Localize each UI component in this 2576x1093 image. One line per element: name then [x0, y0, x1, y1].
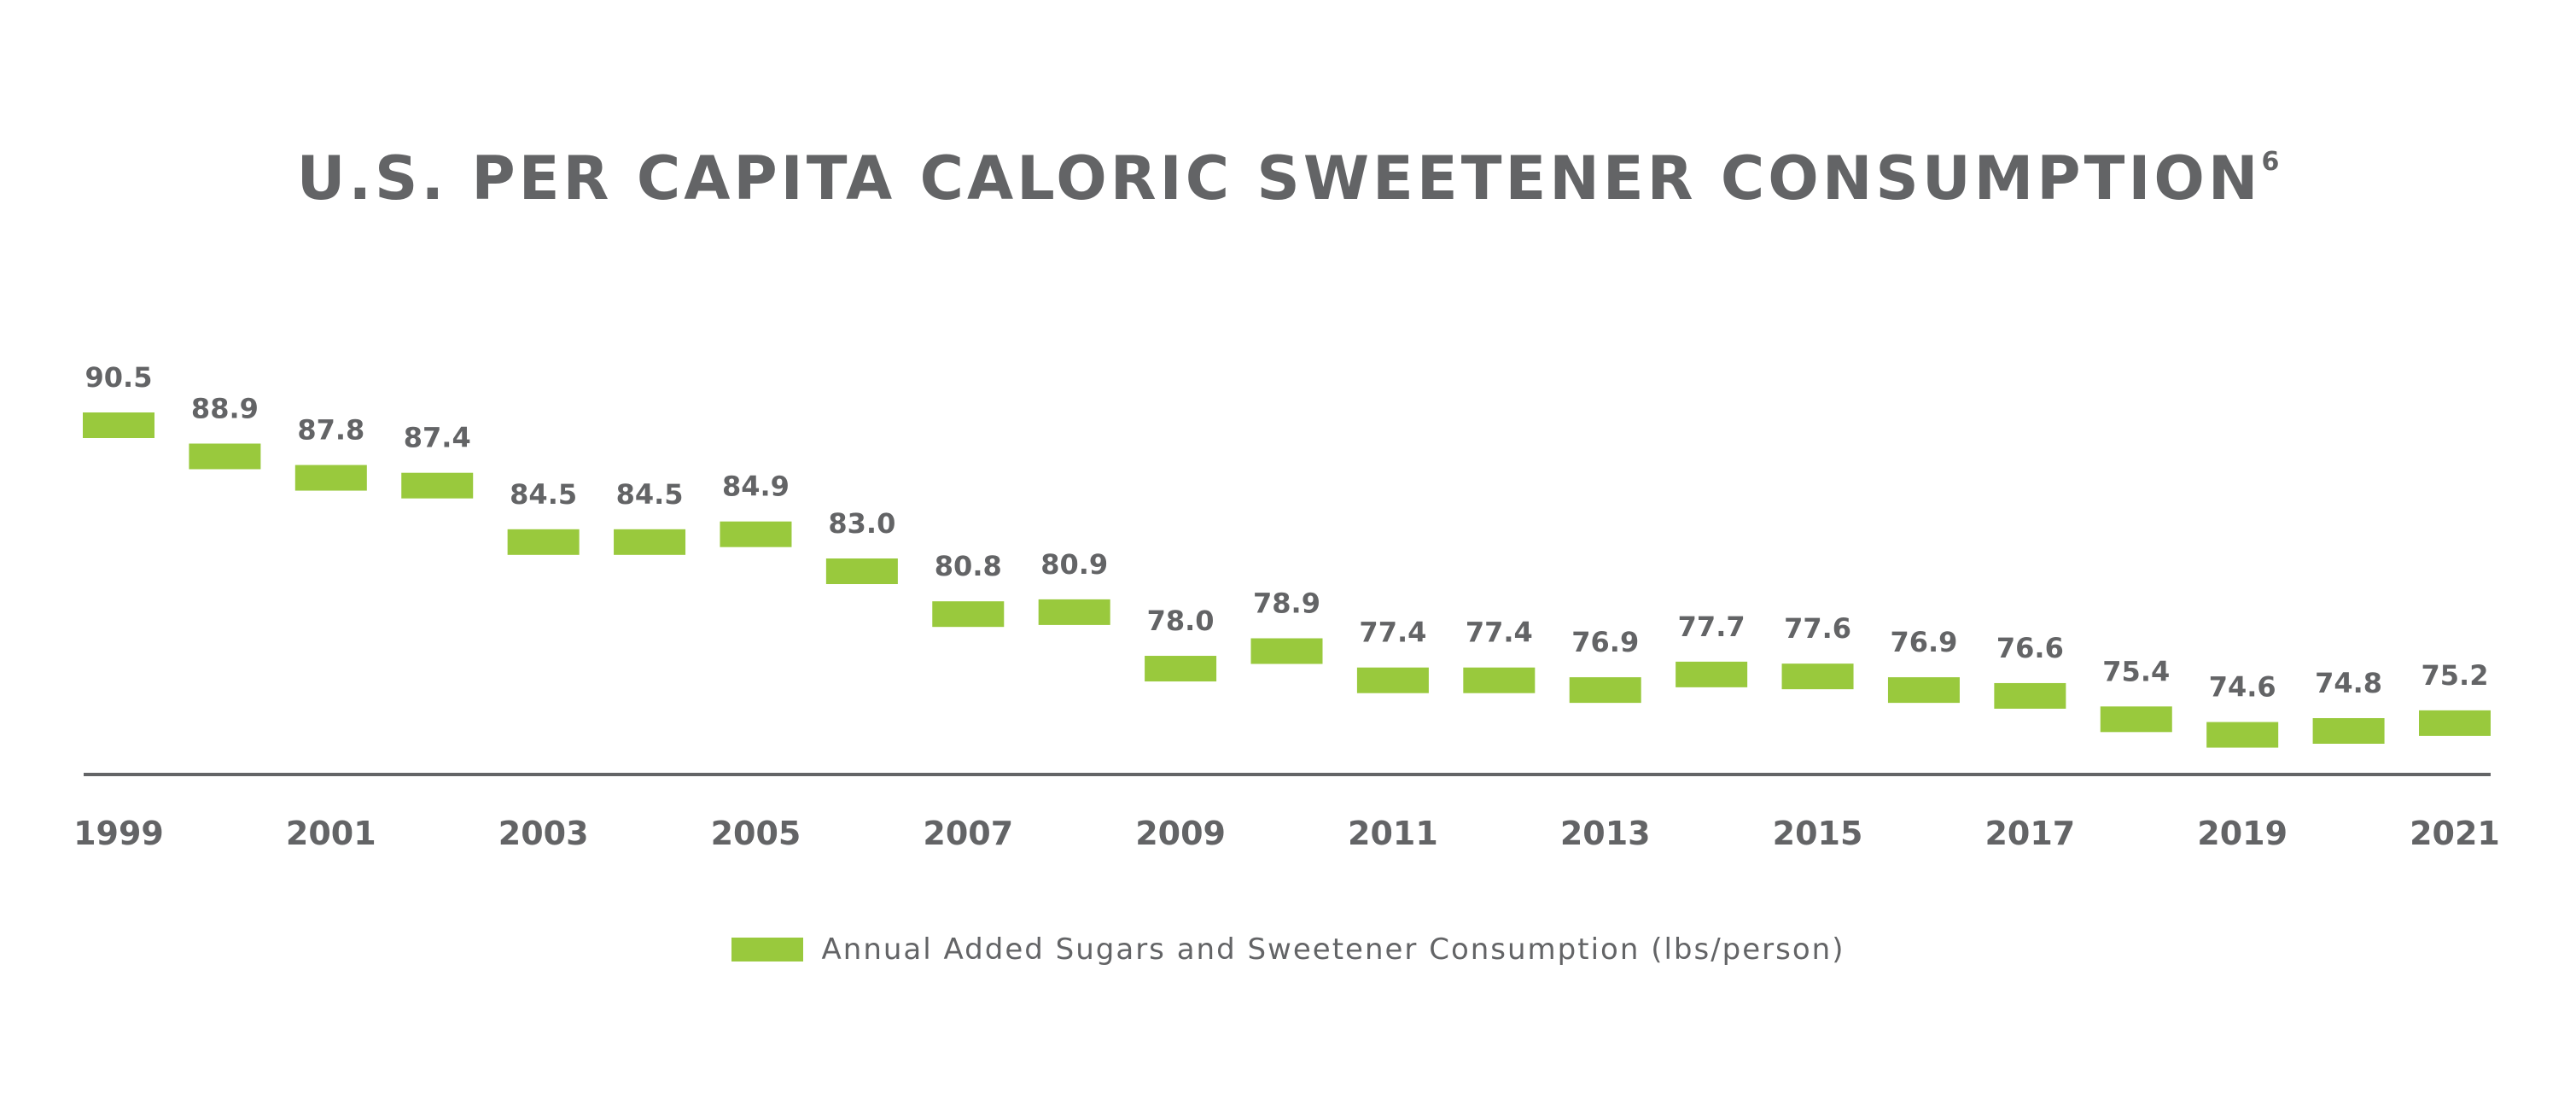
data-label-2017: 76.6 — [1996, 632, 2064, 664]
data-marker-2002 — [401, 472, 474, 499]
data-marker-1999 — [83, 412, 154, 438]
data-marker-2000 — [189, 443, 261, 470]
data-label-2018: 75.4 — [2102, 655, 2170, 687]
data-label-2016: 76.9 — [1890, 626, 1957, 658]
data-marker-2009 — [1145, 656, 1217, 682]
data-marker-2018 — [2100, 706, 2172, 733]
data-label-2007: 80.8 — [935, 550, 1002, 582]
data-label-2011: 77.4 — [1359, 617, 1426, 649]
x-tick-label-2005: 2005 — [711, 815, 801, 852]
data-label-2014: 77.7 — [1678, 611, 1746, 643]
data-marks: 90.5 88.9 87.8 87.4 84.5 84.5 84.9 83.0 80.8 80.9… — [83, 361, 2491, 748]
title-footnote-marker: 6 — [2261, 146, 2280, 177]
data-label-1999: 90.5 — [85, 361, 153, 394]
data-label-2015: 77.6 — [1784, 612, 1851, 645]
data-label-2013: 76.9 — [1571, 626, 1639, 658]
x-tick-label-2017: 2017 — [1984, 815, 2075, 852]
data-label-2003: 84.5 — [510, 478, 577, 511]
data-marker-2010 — [1250, 638, 1323, 664]
x-tick-label-1999: 1999 — [73, 815, 164, 852]
legend-label: Annual Added Sugars and Sweetener Consum… — [821, 932, 1845, 967]
data-marker-2001 — [294, 465, 367, 491]
data-label-2004: 84.5 — [616, 478, 684, 511]
data-marker-2021 — [2419, 710, 2491, 736]
data-label-2006: 83.0 — [828, 507, 895, 540]
data-marker-2011 — [1356, 667, 1429, 693]
x-tick-label-2001: 2001 — [286, 815, 376, 852]
legend-swatch — [731, 938, 803, 961]
x-axis-ticks: 1999 2001 2003 2005 2007 2009 2011 2013 2015 2017… — [73, 815, 2500, 852]
data-label-2002: 87.4 — [404, 422, 471, 454]
data-marker-2020 — [2312, 718, 2385, 744]
x-tick-label-2015: 2015 — [1773, 815, 1863, 852]
data-label-2019: 74.6 — [2209, 671, 2276, 704]
x-tick-label-2019: 2019 — [2197, 815, 2288, 852]
data-marker-2012 — [1463, 667, 1536, 693]
data-marker-2014 — [1676, 661, 1748, 687]
data-marker-2005 — [720, 521, 792, 547]
data-marker-2013 — [1569, 677, 1641, 704]
x-tick-label-2021: 2021 — [2410, 815, 2500, 852]
x-tick-label-2013: 2013 — [1560, 815, 1651, 852]
legend: Annual Added Sugars and Sweetener Consum… — [0, 932, 2576, 967]
chart-title-text: U.S. PER CAPITA CALORIC SWEETENER CONSUM… — [296, 143, 2262, 213]
data-label-2008: 80.9 — [1040, 548, 1108, 581]
x-tick-label-2011: 2011 — [1348, 815, 1438, 852]
data-label-2012: 77.4 — [1466, 617, 1533, 649]
data-marker-2007 — [932, 601, 1005, 628]
x-tick-label-2007: 2007 — [923, 815, 1013, 852]
data-marker-2006 — [825, 558, 898, 585]
data-marker-2004 — [614, 529, 686, 555]
data-label-2010: 78.9 — [1253, 587, 1320, 620]
data-marker-2019 — [2206, 722, 2279, 748]
data-label-2021: 75.2 — [2422, 659, 2489, 692]
data-label-2020: 74.8 — [2315, 667, 2382, 699]
data-marker-2017 — [1994, 682, 2066, 709]
data-label-2009: 78.0 — [1147, 605, 1215, 637]
data-marker-2015 — [1781, 663, 1854, 690]
data-label-2000: 88.9 — [191, 392, 259, 424]
data-marker-2003 — [507, 529, 580, 555]
data-marker-2008 — [1038, 599, 1110, 625]
chart-title: U.S. PER CAPITA CALORIC SWEETENER CONSUM… — [0, 143, 2576, 213]
data-marker-2016 — [1887, 677, 1960, 704]
data-label-2005: 84.9 — [722, 471, 790, 503]
x-tick-label-2003: 2003 — [498, 815, 589, 852]
x-tick-label-2009: 2009 — [1135, 815, 1226, 852]
data-label-2001: 87.8 — [297, 414, 364, 447]
